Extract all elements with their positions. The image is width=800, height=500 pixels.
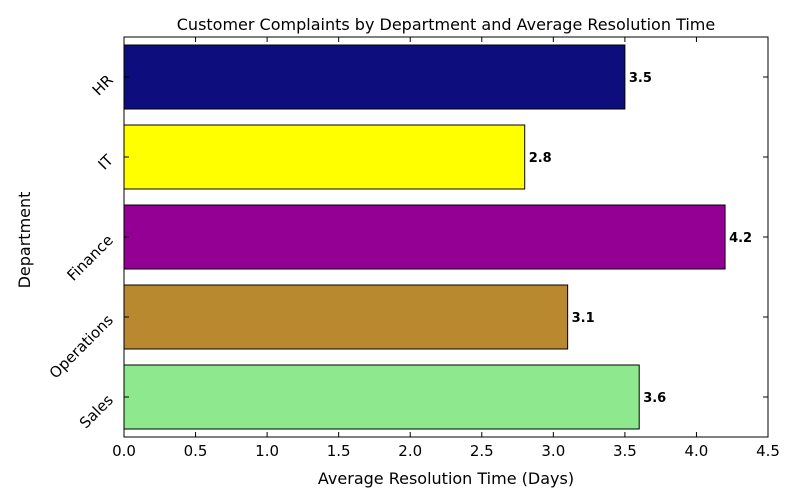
y-tick-label-it: IT [94, 151, 117, 174]
x-tick-label: 3.0 [541, 442, 565, 460]
bar-sales [123, 364, 640, 430]
x-tick-label: 1.5 [327, 442, 351, 460]
bar-hr [123, 44, 626, 110]
data-label-it: 2.8 [529, 151, 552, 166]
bar-finance [123, 204, 726, 270]
x-tick-label: 1.0 [255, 442, 279, 460]
bar-operations [123, 284, 569, 350]
data-label-operations: 3.1 [572, 311, 595, 326]
chart-title: Customer Complaints by Department and Av… [177, 15, 715, 34]
data-label-finance: 4.2 [729, 231, 752, 246]
y-tick-label-sales: Sales [76, 391, 117, 432]
x-tick-label: 0.0 [112, 442, 136, 460]
plot-frame [123, 36, 769, 438]
x-tick-label: 2.0 [398, 442, 422, 460]
y-tick-label-hr: HR [89, 71, 117, 99]
x-tick-label: 2.5 [470, 442, 494, 460]
y-tick-label-finance: Finance [64, 231, 117, 284]
x-tick-label: 0.5 [184, 442, 208, 460]
x-tick-label: 4.0 [685, 442, 709, 460]
bars-layer: 3.6 3.1 4.2 2.8 3.5 [123, 44, 752, 430]
x-tick-label: 4.5 [756, 442, 780, 460]
data-label-hr: 3.5 [629, 71, 652, 86]
x-axis-title: Average Resolution Time (Days) [318, 469, 574, 488]
x-tick-label: 3.5 [613, 442, 637, 460]
y-tick-label-operations: Operations [46, 311, 117, 382]
bar-it [123, 124, 526, 190]
y-axis-title: Department [15, 192, 34, 289]
data-label-sales: 3.6 [643, 391, 666, 406]
